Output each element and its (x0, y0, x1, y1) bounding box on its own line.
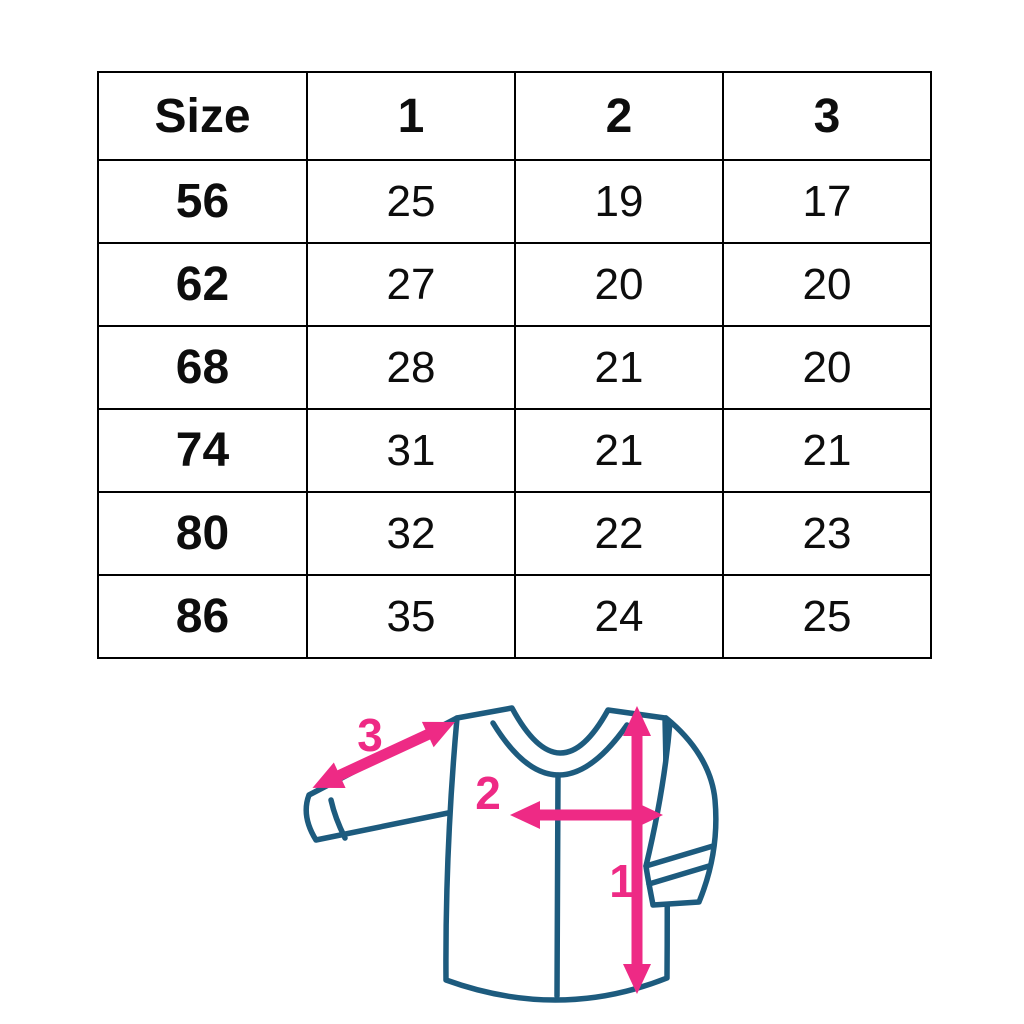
value-cell: 35 (306, 574, 516, 659)
value-cell: 20 (722, 325, 932, 410)
arrow-shaft (333, 727, 434, 782)
value-cell: 20 (514, 242, 724, 327)
value-cell: 22 (514, 491, 724, 576)
table-row: 86 35 24 25 (97, 574, 932, 659)
size-cell: 56 (97, 159, 308, 244)
value-cell: 27 (306, 242, 516, 327)
shirt-measurement-diagram: 3 2 1 (295, 688, 740, 1024)
shirt-outline-icon (303, 705, 719, 1003)
table-row: 68 28 21 20 (97, 325, 932, 410)
size-cell: 62 (97, 242, 308, 327)
shirt-diagram-svg: 3 2 1 (303, 705, 719, 1003)
table-row: 56 25 19 17 (97, 159, 932, 244)
left-sleeve (303, 715, 460, 843)
size-cell: 68 (97, 325, 308, 410)
value-cell: 25 (306, 159, 516, 244)
table-header-row: Size 1 2 3 (97, 71, 932, 161)
chest-width-arrow-label: 2 (475, 767, 501, 819)
value-cell: 21 (514, 325, 724, 410)
header-measure-2: 2 (514, 71, 724, 161)
arrow-shaft (536, 809, 637, 821)
right-cuff-line-upper (643, 843, 716, 869)
size-chart-table: Size 1 2 3 56 25 19 17 62 27 20 20 68 28… (97, 71, 932, 659)
value-cell: 32 (306, 491, 516, 576)
header-measure-1: 1 (306, 71, 516, 161)
value-cell: 25 (722, 574, 932, 659)
arrow-shaft (631, 732, 643, 972)
value-cell: 19 (514, 159, 724, 244)
center-front-line (554, 772, 561, 999)
size-cell: 80 (97, 491, 308, 576)
arrowhead-icon (623, 706, 651, 736)
table-row: 62 27 20 20 (97, 242, 932, 327)
header-size: Size (97, 71, 308, 161)
value-cell: 20 (722, 242, 932, 327)
size-cell: 86 (97, 574, 308, 659)
header-measure-3: 3 (722, 71, 932, 161)
value-cell: 21 (514, 408, 724, 493)
arrowhead-icon (510, 801, 540, 829)
table-row: 80 32 22 23 (97, 491, 932, 576)
left-cuff-line (328, 797, 348, 841)
value-cell: 17 (722, 159, 932, 244)
sleeve-arrow-label: 3 (357, 709, 383, 761)
table-row: 74 31 21 21 (97, 408, 932, 493)
right-cuff-line-lower (646, 863, 712, 887)
arrowhead-icon (312, 762, 346, 788)
value-cell: 28 (306, 325, 516, 410)
measurement-arrows: 3 2 1 (312, 706, 663, 994)
value-cell: 24 (514, 574, 724, 659)
value-cell: 31 (306, 408, 516, 493)
size-cell: 74 (97, 408, 308, 493)
length-arrow (623, 706, 651, 994)
length-arrow-label: 1 (609, 855, 635, 907)
sleeve-arrow (312, 721, 455, 788)
arrowhead-icon (421, 721, 455, 748)
value-cell: 23 (722, 491, 932, 576)
value-cell: 21 (722, 408, 932, 493)
arrowhead-icon (623, 964, 651, 994)
